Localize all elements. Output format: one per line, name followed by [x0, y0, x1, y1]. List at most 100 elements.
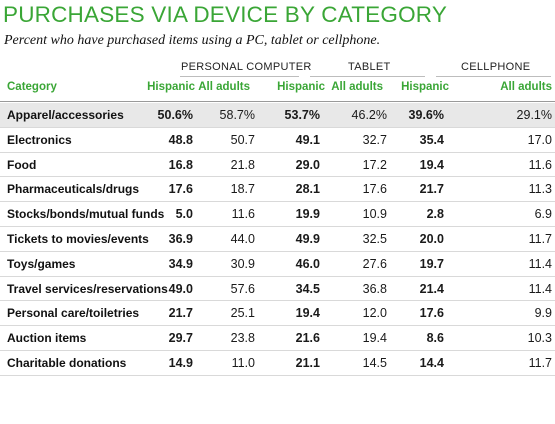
cell-pc-all-adults: 18.7: [230, 182, 255, 197]
column-header-pc-all-adults: All adults: [198, 81, 250, 93]
cell-pc-all-adults: 21.8: [230, 157, 255, 172]
cell-pc-hispanic: 17.6: [168, 182, 193, 197]
cell-tablet-all-adults: 10.9: [362, 207, 387, 222]
cell-pc-hispanic: 36.9: [168, 231, 193, 246]
cell-tablet-hispanic: 34.5: [295, 281, 320, 296]
column-header-pc-hispanic: Hispanic: [147, 81, 195, 93]
cell-cell-all-adults: 10.3: [527, 331, 552, 346]
cell-pc-all-adults: 44.0: [230, 231, 255, 246]
cell-tablet-hispanic: 28.1: [295, 182, 320, 197]
cell-cell-hispanic: 2.8: [426, 207, 444, 222]
cell-pc-hispanic: 5.0: [175, 207, 193, 222]
column-header-cell-hispanic: Hispanic: [401, 81, 449, 93]
table-row: Personal care/toiletries 21.7 25.1 19.4 12.0…: [0, 301, 555, 327]
table-row: Electronics 48.8 50.7 49.1 32.7 35.4 17.0: [0, 128, 555, 153]
cell-cell-hispanic: 17.6: [419, 306, 444, 321]
cell-tablet-hispanic: 19.4: [295, 306, 320, 321]
cell-pc-all-adults: 11.6: [231, 207, 255, 222]
cell-cell-hispanic: 21.4: [419, 281, 444, 296]
cell-tablet-all-adults: 17.2: [362, 157, 387, 172]
cell-pc-hispanic: 48.8: [168, 132, 193, 147]
row-category-label: Personal care/toiletries: [7, 306, 140, 321]
table-row: Stocks/bonds/mutual funds 5.0 11.6 19.9 10.9…: [0, 202, 555, 227]
cell-pc-all-adults: 30.9: [230, 256, 255, 271]
cell-pc-all-adults: 57.6: [230, 281, 255, 296]
column-header-category: Category: [7, 81, 57, 93]
row-category-label: Toys/games: [7, 256, 76, 271]
table-row: Tickets to movies/events 36.9 44.0 49.9 32.5…: [0, 227, 555, 252]
row-category-label: Stocks/bonds/mutual funds: [7, 207, 165, 222]
group-underline: [436, 76, 551, 77]
column-header-tablet-all-adults: All adults: [331, 81, 383, 93]
cell-tablet-all-adults: 32.5: [362, 231, 387, 246]
cell-tablet-hispanic: 21.1: [295, 355, 320, 370]
cell-pc-hispanic: 14.9: [168, 355, 193, 370]
cell-tablet-hispanic: 21.6: [295, 331, 320, 346]
table-body: Apparel/accessories 50.6% 58.7% 53.7% 46.2% 3…: [0, 103, 555, 376]
cell-tablet-hispanic: 29.0: [295, 157, 320, 172]
page-subtitle: Percent who have purchased items using a…: [4, 33, 381, 48]
row-category-label: Travel services/reservations: [7, 281, 168, 296]
row-category-label: Charitable donations: [7, 355, 127, 370]
cell-tablet-all-adults: 32.7: [362, 132, 387, 147]
cell-cell-all-adults: 11.7: [528, 231, 552, 246]
cell-cell-all-adults: 11.4: [528, 281, 552, 296]
cell-pc-all-adults: 25.1: [230, 306, 255, 321]
table-row: Apparel/accessories 50.6% 58.7% 53.7% 46.2% 3…: [0, 103, 555, 128]
cell-tablet-all-adults: 17.6: [362, 182, 387, 197]
cell-cell-hispanic: 19.4: [419, 157, 444, 172]
group-personal-computer: PERSONAL COMPUTER: [181, 61, 312, 73]
cell-cell-all-adults: 6.9: [534, 207, 552, 222]
cell-cell-hispanic: 14.4: [419, 355, 444, 370]
cell-pc-hispanic: 29.7: [168, 331, 193, 346]
row-category-label: Tickets to movies/events: [7, 231, 149, 246]
group-tablet: TABLET: [348, 61, 391, 73]
cell-pc-hispanic: 21.7: [168, 306, 193, 321]
cell-cell-all-adults: 11.6: [528, 157, 552, 172]
cell-cell-hispanic: 20.0: [419, 231, 444, 246]
cell-cell-all-adults: 11.7: [528, 355, 552, 370]
cell-cell-hispanic: 39.6%: [408, 108, 444, 122]
cell-cell-all-adults: 29.1%: [516, 108, 552, 122]
table-row: Pharmaceuticals/drugs 17.6 18.7 28.1 17.6 21.…: [0, 177, 555, 203]
cell-cell-hispanic: 35.4: [419, 132, 444, 147]
cell-tablet-all-adults: 14.5: [362, 355, 387, 370]
table-row: Toys/games 34.9 30.9 46.0 27.6 19.7 11.4: [0, 252, 555, 277]
row-category-label: Food: [7, 157, 37, 172]
cell-pc-all-adults: 11.0: [231, 355, 255, 370]
table-row: Auction items 29.7 23.8 21.6 19.4 8.6 10.3: [0, 326, 555, 351]
group-cellphone: CELLPHONE: [461, 61, 531, 73]
cell-tablet-hispanic: 49.1: [295, 132, 320, 147]
cell-tablet-all-adults: 36.8: [362, 281, 387, 296]
header-rule: [0, 101, 555, 102]
row-category-label: Apparel/accessories: [7, 108, 124, 122]
cell-cell-all-adults: 9.9: [534, 306, 552, 321]
table-row: Travel services/reservations 49.0 57.6 34.5…: [0, 277, 555, 302]
cell-cell-all-adults: 11.4: [528, 256, 552, 271]
cell-pc-hispanic: 50.6%: [157, 108, 193, 122]
group-underline: [180, 76, 299, 77]
group-underline: [310, 76, 425, 77]
table-row: Charitable donations 14.9 11.0 21.1 14.5 14.4…: [0, 351, 555, 376]
cell-cell-hispanic: 21.7: [419, 182, 444, 197]
cell-cell-hispanic: 8.6: [426, 331, 444, 346]
column-group-header: PERSONAL COMPUTER TABLET CELLPHONE: [0, 61, 555, 79]
row-category-label: Pharmaceuticals/drugs: [7, 182, 140, 197]
table-row: Food 16.8 21.8 29.0 17.2 19.4 11.6: [0, 153, 555, 178]
cell-tablet-all-adults: 46.2%: [351, 108, 387, 122]
cell-pc-hispanic: 16.8: [168, 157, 193, 172]
cell-pc-all-adults: 50.7: [230, 132, 255, 147]
cell-tablet-hispanic: 46.0: [295, 256, 320, 271]
cell-tablet-all-adults: 12.0: [362, 306, 387, 321]
column-header-row: Category Hispanic All adults Hispanic Al…: [0, 81, 555, 99]
row-category-label: Auction items: [7, 331, 87, 346]
cell-pc-all-adults: 58.7%: [219, 108, 255, 122]
cell-pc-all-adults: 23.8: [230, 331, 255, 346]
cell-cell-all-adults: 17.0: [527, 132, 552, 147]
cell-pc-hispanic: 34.9: [168, 256, 193, 271]
cell-tablet-hispanic: 53.7%: [284, 108, 320, 122]
page-title: PURCHASES VIA DEVICE BY CATEGORY: [3, 2, 448, 27]
cell-cell-all-adults: 11.3: [528, 182, 552, 197]
cell-cell-hispanic: 19.7: [419, 256, 444, 271]
cell-tablet-all-adults: 19.4: [362, 331, 387, 346]
